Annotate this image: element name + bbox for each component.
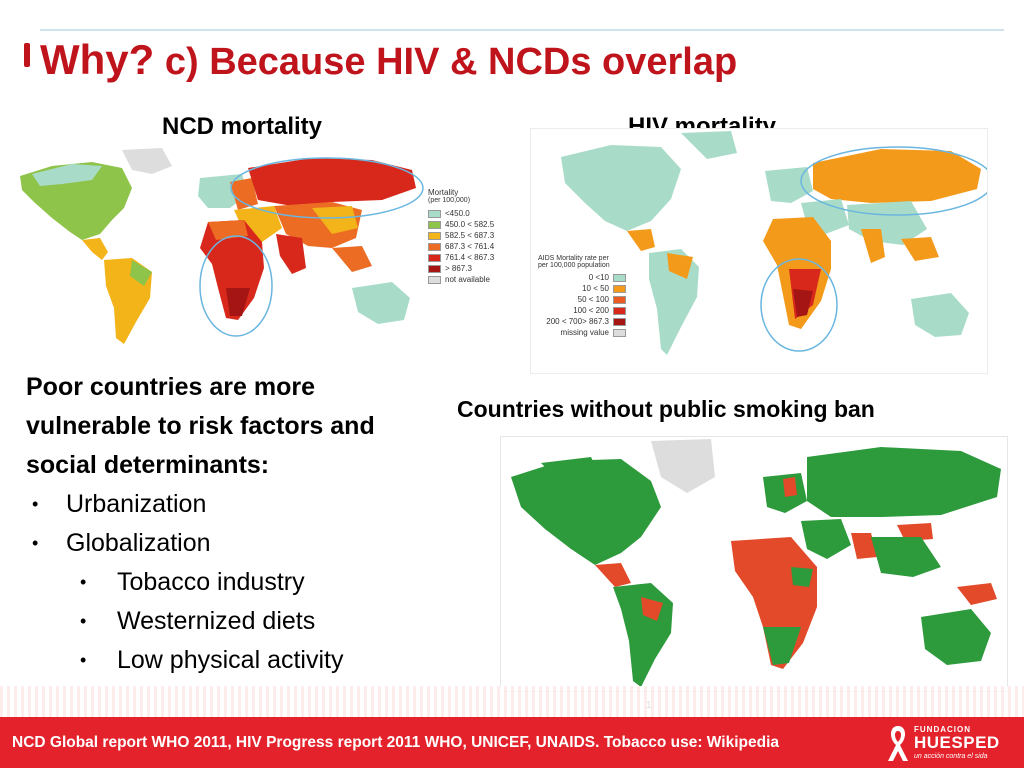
sub-bullet-item: • Tobacco industry bbox=[26, 563, 456, 602]
title-why: Why? bbox=[40, 36, 155, 83]
footer-citation: NCD Global report WHO 2011, HIV Progress… bbox=[12, 734, 779, 751]
hiv-legend-swatch bbox=[613, 317, 626, 326]
hiv-legend-item: 50 < 100 bbox=[538, 294, 626, 305]
sub-bullet-label: Westernized diets bbox=[117, 607, 316, 635]
hiv-legend-label: missing value bbox=[560, 328, 609, 337]
ncd-mortality-map bbox=[12, 148, 452, 348]
hiv-legend-title: AIDS Mortality rate per bbox=[538, 255, 609, 262]
hiv-legend-label: 50 < 100 bbox=[577, 295, 609, 304]
ncd-legend-label: 450.0 < 582.5 bbox=[445, 220, 495, 229]
ncd-legend-item: 582.5 < 687.3 bbox=[428, 230, 498, 241]
title-accent-bar bbox=[24, 43, 30, 67]
footer-bar bbox=[0, 717, 1024, 768]
bullet-label: Urbanization bbox=[66, 490, 207, 518]
lead-line-2: vulnerable to risk factors and bbox=[26, 412, 375, 440]
hiv-legend-swatch bbox=[613, 273, 626, 282]
ncd-legend-swatch bbox=[428, 264, 441, 273]
ncd-legend-swatch bbox=[428, 231, 441, 240]
hiv-legend-item: 100 < 200 bbox=[538, 305, 626, 316]
ncd-legend-swatch bbox=[428, 220, 441, 229]
bullet-dot: • bbox=[80, 572, 87, 592]
bullet-item: • Urbanization bbox=[26, 485, 456, 524]
hiv-legend-subtitle: per 100,000 population bbox=[538, 262, 610, 269]
bullet-dot: • bbox=[32, 533, 39, 553]
logo-tagline: un acción contra el sida bbox=[914, 753, 988, 760]
red-ribbon-icon bbox=[888, 726, 908, 761]
ncd-legend-swatch bbox=[428, 209, 441, 218]
ncd-legend-swatch bbox=[428, 242, 441, 251]
header-rule bbox=[40, 29, 1004, 31]
sub-bullet-label: Tobacco industry bbox=[117, 568, 305, 596]
lead-line-3: social determinants: bbox=[26, 451, 270, 479]
hiv-legend-item: 200 < 700> 867.3 bbox=[538, 316, 626, 327]
ncd-legend-item: <450.0 bbox=[428, 208, 498, 219]
hiv-legend-swatch bbox=[613, 295, 626, 304]
hiv-legend-label: 200 < 700> 867.3 bbox=[546, 317, 609, 326]
footer-decoration bbox=[0, 686, 1024, 718]
hiv-legend-label: 10 < 50 bbox=[582, 284, 609, 293]
bullet-dot: • bbox=[32, 494, 39, 514]
ncd-world-map-image bbox=[20, 148, 424, 344]
hiv-legend-item: missing value bbox=[538, 327, 626, 338]
logo-top-text: FUNDACION bbox=[914, 725, 971, 734]
hiv-legend-swatch bbox=[613, 284, 626, 293]
bullet-dot: • bbox=[80, 611, 87, 631]
body-text: Poor countries are more vulnerable to ri… bbox=[26, 368, 456, 680]
hiv-world-map-image bbox=[561, 131, 987, 355]
ncd-legend-subtitle: (per 100,000) bbox=[428, 197, 471, 204]
ncd-legend-item: 761.4 < 867.3 bbox=[428, 252, 498, 263]
ncd-legend-title: Mortality bbox=[428, 188, 459, 197]
ncd-legend-label: 582.5 < 687.3 bbox=[445, 231, 495, 240]
hiv-mortality-map bbox=[530, 128, 988, 374]
smoking-ban-map bbox=[500, 436, 1008, 692]
hiv-legend-label: 100 < 200 bbox=[573, 306, 609, 315]
ncd-legend-label: <450.0 bbox=[445, 209, 470, 218]
ncd-map-label: NCD mortality bbox=[162, 113, 323, 140]
ncd-legend-label: 687.3 < 761.4 bbox=[445, 242, 495, 251]
slide-title: Why? c) Because HIV & NCDs overlap bbox=[40, 36, 737, 84]
hiv-legend-swatch bbox=[613, 328, 626, 337]
ncd-legend-swatch bbox=[428, 275, 441, 284]
ncd-legend-label: 761.4 < 867.3 bbox=[445, 253, 495, 262]
sub-bullet-item: • Low physical activity bbox=[26, 641, 456, 680]
sub-bullet-item: • Westernized diets bbox=[26, 602, 456, 641]
hiv-legend-item: 0 <10 bbox=[538, 272, 626, 283]
ncd-legend-label: > 867.3 bbox=[445, 264, 472, 273]
ncd-legend-label: not available bbox=[445, 275, 490, 284]
bullet-label: Globalization bbox=[66, 529, 211, 557]
lead-line-1: Poor countries are more bbox=[26, 373, 315, 401]
ncd-legend-item: 687.3 < 761.4 bbox=[428, 241, 498, 252]
ncd-legend-item: 450.0 < 582.5 bbox=[428, 219, 498, 230]
smoking-world-map-image bbox=[511, 439, 1001, 687]
bullet-item: • Globalization bbox=[26, 524, 456, 563]
ncd-legend-item: not available bbox=[428, 274, 498, 285]
bullet-dot: • bbox=[80, 650, 87, 670]
title-rest: c) Because HIV & NCDs overlap bbox=[154, 41, 738, 83]
huesped-logo: FUNDACION HUESPED un acción contra el si… bbox=[884, 723, 1014, 763]
hiv-legend-item: 10 < 50 bbox=[538, 283, 626, 294]
logo-name: HUESPED bbox=[914, 733, 1000, 752]
ncd-legend: Mortality (per 100,000) <450.0 450.0 < 58… bbox=[428, 188, 498, 285]
hiv-legend-label: 0 <10 bbox=[588, 273, 609, 282]
hiv-legend-swatch bbox=[613, 306, 626, 315]
smoking-map-label: Countries without public smoking ban bbox=[457, 396, 875, 422]
ncd-legend-swatch bbox=[428, 253, 441, 262]
ncd-legend-item: > 867.3 bbox=[428, 263, 498, 274]
sub-bullet-label: Low physical activity bbox=[117, 646, 344, 674]
hiv-legend: AIDS Mortality rate per per 100,000 popu… bbox=[538, 255, 626, 338]
